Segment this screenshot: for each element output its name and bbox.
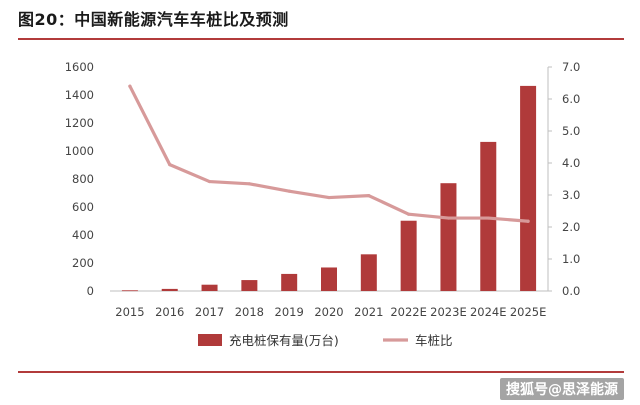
line-point	[446, 216, 451, 220]
bar	[201, 284, 218, 291]
line-series	[128, 84, 530, 223]
right-tick-label: 7.0	[562, 60, 580, 74]
bar	[321, 267, 337, 291]
bar	[400, 220, 417, 291]
left-tick-label: 600	[72, 200, 94, 214]
x-tick-label: 2017	[195, 305, 224, 319]
left-tick-label: 400	[72, 228, 94, 242]
right-tick-label: 0.0	[562, 284, 580, 298]
tick-labels: 0 200 400 600 800 1000 1200 1400 1600 0.0 1.0 2.0 3.…	[65, 60, 581, 319]
x-tick-label: 2023E	[430, 305, 467, 319]
line-point	[407, 212, 411, 216]
chart-canvas: 0 200 400 600 800 1000 1200 1400 1600 0.0 1.0 2.0 3.…	[65, 60, 581, 348]
top-rule	[18, 38, 624, 40]
left-tick-label: 1600	[65, 60, 94, 74]
legend: 充电桩保有量(万台) 车桩比	[198, 333, 453, 348]
bar	[520, 85, 537, 292]
x-tick-label: 2025E	[510, 305, 547, 319]
right-tick-label: 5.0	[562, 124, 580, 138]
x-tick-label: 2015	[115, 305, 144, 319]
figure-title: 图20：中国新能源汽车车桩比及预测	[18, 10, 289, 29]
right-tick-label: 3.0	[562, 188, 580, 202]
x-tick-label: 2018	[235, 305, 264, 319]
watermark: 搜狐号@思泽能源	[500, 378, 624, 400]
legend-label-line: 车桩比	[415, 333, 453, 348]
legend-swatch-bar	[198, 334, 222, 346]
right-tick-label: 1.0	[562, 252, 580, 266]
line-point	[287, 189, 291, 193]
line-point	[128, 84, 132, 88]
left-tick-label: 0	[87, 284, 94, 298]
right-tick-label: 6.0	[562, 92, 580, 106]
line-point	[168, 163, 172, 167]
bar	[161, 288, 178, 291]
line-point	[247, 182, 251, 186]
legend-label-bar: 充电桩保有量(万台)	[229, 333, 339, 348]
x-tick-label: 2020	[314, 305, 343, 319]
left-tick-label: 1000	[65, 144, 94, 158]
left-tick-label: 1400	[65, 88, 94, 102]
line-point	[486, 216, 490, 220]
right-tick-label: 2.0	[562, 220, 580, 234]
line-point	[367, 194, 371, 198]
line-point	[207, 179, 212, 184]
line-series-path	[128, 84, 530, 223]
x-tick-label: 2022E	[390, 305, 427, 319]
bar	[440, 183, 457, 291]
left-tick-label: 200	[72, 256, 94, 270]
bar	[241, 280, 258, 291]
bar	[121, 290, 138, 292]
x-tick-label: 2021	[354, 305, 383, 319]
bar-series	[121, 85, 537, 292]
x-tick-label: 2019	[275, 305, 304, 319]
left-tick-label: 1200	[65, 116, 94, 130]
left-tick-label: 800	[72, 172, 94, 186]
line-point	[327, 195, 331, 200]
x-tick-label: 2024E	[470, 305, 507, 319]
x-tick-label: 2016	[155, 305, 184, 319]
right-tick-label: 4.0	[562, 156, 580, 170]
bar	[360, 254, 377, 291]
bar	[281, 273, 298, 291]
line-point	[526, 219, 530, 223]
bottom-rule	[18, 371, 624, 373]
